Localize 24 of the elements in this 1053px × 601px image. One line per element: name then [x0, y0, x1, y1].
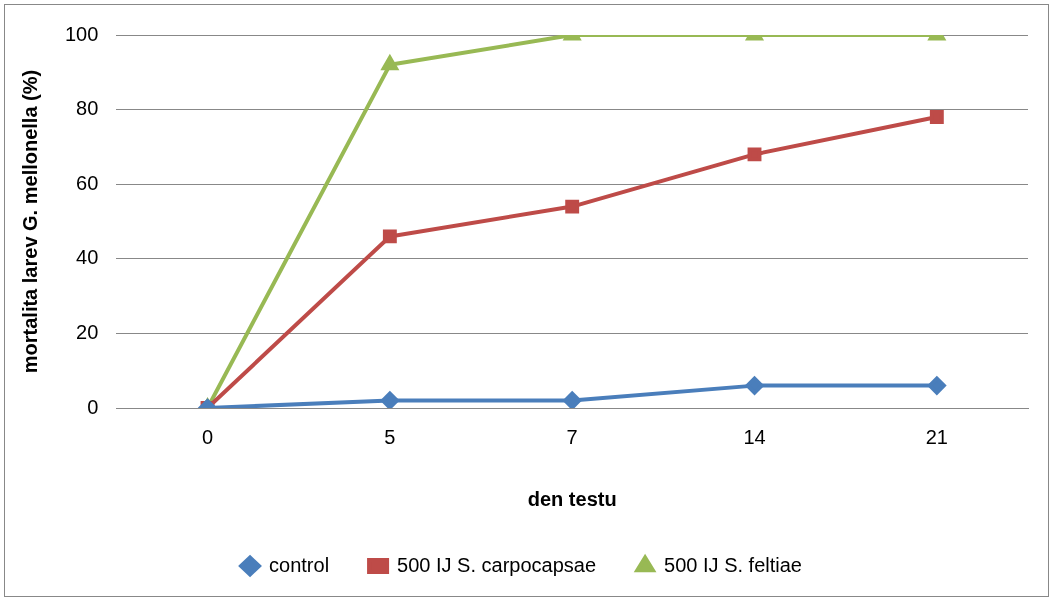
x-tick-label: 21 [925, 425, 948, 448]
x-tick-label: 14 [743, 425, 766, 448]
point [382, 229, 397, 244]
legend-label: 500 IJ S. feltiae [664, 553, 802, 576]
point [565, 199, 580, 214]
point [747, 147, 762, 162]
point [929, 110, 944, 125]
x-axis-title: den testu [527, 487, 617, 510]
legend-label: 500 IJ S. carpocapsae [397, 553, 597, 576]
x-tick-label: 5 [384, 425, 396, 448]
x-tick-label: 0 [201, 425, 214, 448]
y-tick-label: 60 [76, 171, 99, 194]
point [380, 391, 399, 408]
y-axis-title: mortalita larev G. mellonella (%) [18, 69, 41, 374]
y-tick-label: 0 [87, 395, 99, 418]
point [927, 376, 946, 395]
y-tick-label: 100 [64, 22, 99, 45]
legend-label: control [269, 553, 330, 576]
y-tick-label: 40 [76, 246, 99, 269]
point [563, 391, 582, 408]
point [745, 376, 764, 395]
y-tick-label: 20 [76, 320, 99, 343]
y-tick-label: 80 [76, 97, 99, 120]
x-tick-label: 7 [566, 425, 578, 448]
